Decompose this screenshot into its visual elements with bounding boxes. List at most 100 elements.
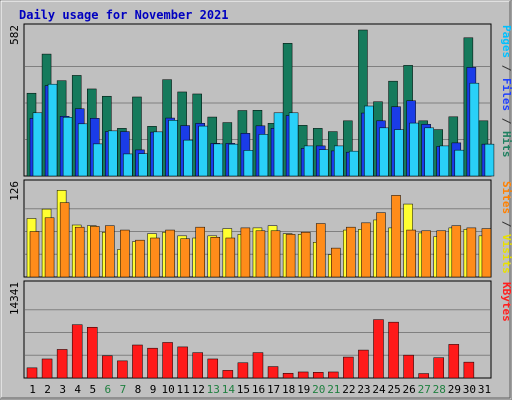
legend-part-traffic-3: / bbox=[500, 111, 512, 131]
x-tick-label-day-12: 12 bbox=[192, 383, 205, 396]
bar-traffic-pages-day-5 bbox=[93, 143, 103, 177]
x-tick-label-day-15: 15 bbox=[237, 383, 250, 396]
bar-kbytes-kbytes-day-28 bbox=[433, 357, 444, 379]
bar-traffic-pages-day-18 bbox=[288, 112, 299, 177]
x-tick-label-day-30: 30 bbox=[463, 383, 476, 396]
bar-traffic-pages-day-6 bbox=[108, 130, 118, 177]
x-tick-label-day-29: 29 bbox=[448, 383, 461, 396]
legend-part-traffic-2: Files bbox=[500, 78, 512, 111]
bar-traffic-pages-day-8 bbox=[138, 153, 148, 177]
bar-visits-sites-day-26 bbox=[406, 229, 416, 278]
bar-traffic-pages-day-7 bbox=[123, 153, 133, 177]
bar-visits-sites-day-31 bbox=[481, 228, 492, 278]
bar-visits-sites-day-30 bbox=[466, 227, 477, 278]
legend-label-traffic: Pages / Files / Hits bbox=[500, 25, 512, 158]
bar-traffic-pages-day-26 bbox=[409, 122, 419, 177]
bar-visits-sites-day-18 bbox=[285, 234, 296, 278]
bar-traffic-pages-day-31 bbox=[484, 143, 495, 177]
bar-visits-sites-day-21 bbox=[331, 247, 341, 278]
bar-kbytes-kbytes-day-6 bbox=[102, 355, 113, 379]
bar-kbytes-kbytes-day-15 bbox=[237, 362, 249, 379]
bar-kbytes-kbytes-day-29 bbox=[448, 344, 460, 379]
x-tick-label-day-28: 28 bbox=[433, 383, 446, 396]
bar-kbytes-kbytes-day-18 bbox=[282, 372, 294, 379]
bar-visits-sites-day-28 bbox=[436, 230, 446, 278]
bar-kbytes-kbytes-day-20 bbox=[312, 372, 324, 379]
legend-part-visits-1: / bbox=[500, 214, 512, 234]
x-tick-label-day-31: 31 bbox=[478, 383, 491, 396]
x-tick-label-day-23: 23 bbox=[357, 383, 370, 396]
bar-visits-sites-day-8 bbox=[135, 239, 145, 278]
bar-kbytes-kbytes-day-10 bbox=[162, 342, 173, 379]
bar-kbytes-kbytes-day-4 bbox=[71, 324, 83, 379]
bar-traffic-pages-day-10 bbox=[168, 120, 178, 177]
bar-traffic-pages-day-23 bbox=[364, 105, 374, 177]
bar-visits-sites-day-29 bbox=[451, 225, 462, 278]
chart-title: Daily usage for November 2021 bbox=[19, 8, 229, 22]
bar-traffic-pages-day-3 bbox=[62, 117, 73, 177]
bar-traffic-pages-day-17 bbox=[273, 112, 284, 177]
bar-kbytes-kbytes-day-24 bbox=[373, 319, 384, 379]
panel-kbytes: 14341 KBytes bbox=[8, 280, 512, 379]
bar-traffic-pages-day-22 bbox=[349, 150, 359, 177]
legend-part-visits-0: Sites bbox=[500, 181, 512, 214]
bar-visits-sites-day-15 bbox=[240, 227, 251, 278]
bar-visits-sites-day-14 bbox=[225, 237, 236, 278]
legend-part-traffic-1: / bbox=[500, 58, 512, 78]
y-max-label-traffic: 582 bbox=[8, 25, 21, 45]
x-tick-label-day-8: 8 bbox=[135, 383, 142, 396]
x-tick-label-day-13: 13 bbox=[207, 383, 220, 396]
bar-traffic-pages-day-20 bbox=[318, 149, 329, 177]
bar-traffic-pages-day-15 bbox=[243, 150, 254, 177]
x-tick-label-day-20: 20 bbox=[312, 383, 325, 396]
bar-visits-sites-day-12 bbox=[195, 226, 205, 278]
x-tick-label-day-14: 14 bbox=[222, 383, 236, 396]
bar-kbytes-kbytes-day-30 bbox=[463, 361, 475, 379]
x-tick-label-day-22: 22 bbox=[342, 383, 355, 396]
bar-traffic-pages-day-2 bbox=[47, 83, 58, 177]
x-tick-label-day-2: 2 bbox=[44, 383, 51, 396]
bar-traffic-pages-day-24 bbox=[379, 127, 389, 177]
bar-visits-sites-day-9 bbox=[150, 237, 160, 278]
chart-panels: 582 Pages / Files / Hits 126 Sites / Visits… bbox=[8, 23, 512, 379]
bar-kbytes-kbytes-day-25 bbox=[388, 321, 399, 379]
y-max-label-kbytes: 14341 bbox=[8, 282, 21, 315]
bar-kbytes-kbytes-day-11 bbox=[177, 346, 188, 379]
bar-visits-sites-day-4 bbox=[74, 226, 85, 278]
bar-visits-sites-day-25 bbox=[391, 195, 401, 278]
x-tick-label-day-6: 6 bbox=[105, 383, 112, 396]
bar-kbytes-kbytes-day-22 bbox=[343, 356, 354, 379]
x-tick-label-day-7: 7 bbox=[120, 383, 127, 396]
bar-traffic-pages-day-27 bbox=[424, 127, 434, 177]
legend-part-visits-2: Visits bbox=[500, 234, 512, 274]
bar-traffic-pages-day-30 bbox=[469, 82, 480, 177]
bar-kbytes-kbytes-day-21 bbox=[328, 371, 339, 379]
x-tick-label-day-19: 19 bbox=[297, 383, 310, 396]
x-tick-label-day-16: 16 bbox=[252, 383, 265, 396]
bar-traffic-pages-day-13 bbox=[213, 143, 224, 177]
bar-visits-sites-day-13 bbox=[210, 237, 221, 278]
bar-kbytes-kbytes-day-9 bbox=[147, 347, 158, 379]
bar-kbytes-kbytes-day-2 bbox=[41, 358, 53, 379]
bar-traffic-pages-day-11 bbox=[183, 139, 193, 177]
bar-visits-sites-day-3 bbox=[59, 202, 70, 278]
x-tick-labels: 1 2 3 4 5 6 7 8 9 10 11 12 13 14 15 16 17 18 19 20 21 22 23 24 2… bbox=[29, 383, 491, 396]
bar-kbytes-kbytes-day-13 bbox=[207, 358, 219, 379]
x-tick-label-day-10: 10 bbox=[161, 383, 174, 396]
bar-visits-sites-day-24 bbox=[376, 212, 386, 278]
bar-kbytes-kbytes-day-12 bbox=[192, 352, 203, 379]
bar-traffic-pages-day-14 bbox=[228, 143, 239, 177]
bar-traffic-pages-day-1 bbox=[32, 112, 43, 177]
bar-kbytes-kbytes-day-14 bbox=[222, 370, 234, 379]
bar-traffic-pages-day-16 bbox=[258, 134, 269, 177]
x-tick-label-day-4: 4 bbox=[74, 383, 81, 396]
legend-part-traffic-0: Pages bbox=[500, 25, 512, 58]
bar-kbytes-kbytes-day-7 bbox=[117, 360, 128, 379]
bar-visits-sites-day-2 bbox=[44, 217, 55, 278]
bar-visits-sites-day-20 bbox=[315, 223, 326, 278]
bar-visits-sites-day-22 bbox=[346, 226, 356, 278]
x-tick-label-day-24: 24 bbox=[372, 383, 386, 396]
bar-visits-sites-day-5 bbox=[90, 226, 100, 278]
bar-traffic-pages-day-29 bbox=[454, 149, 465, 177]
